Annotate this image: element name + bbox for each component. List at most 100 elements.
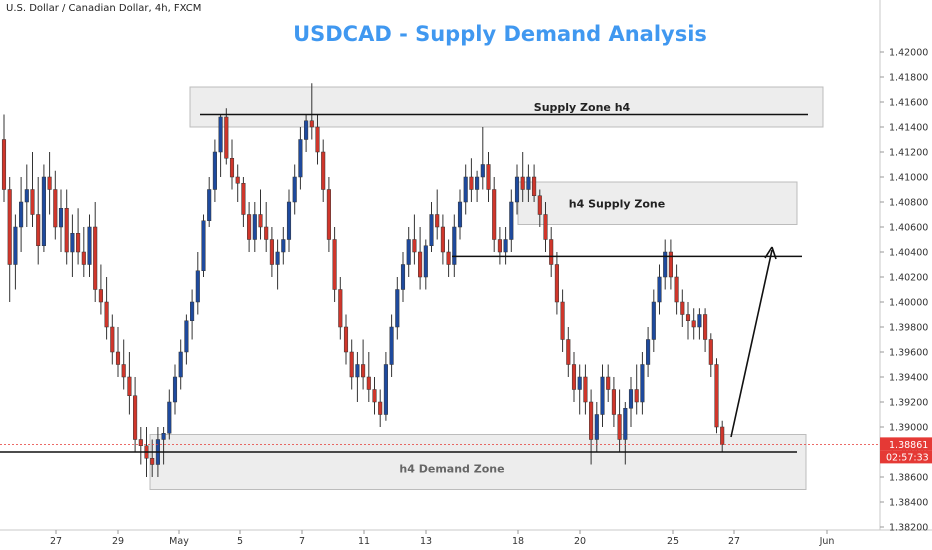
candle-body — [457, 201, 463, 228]
candle-body — [281, 239, 286, 253]
candle-body — [560, 301, 565, 340]
x-tick-label: 13 — [420, 536, 432, 547]
candle-body — [235, 176, 240, 184]
x-axis: 27 29 May 5 7 11 13 18 20 25 27 Jun — [0, 529, 932, 547]
candle-body — [412, 239, 417, 253]
candle-body — [520, 176, 525, 190]
y-tick-label: 1.42000 — [889, 48, 928, 59]
candle-body — [549, 239, 554, 265]
candle-body — [600, 376, 605, 415]
candle-body — [150, 458, 155, 465]
y-tick-label: 1.41800 — [889, 73, 928, 84]
candle-body — [184, 320, 189, 353]
candle-body — [275, 251, 280, 265]
candle-body — [355, 364, 360, 378]
candle-body — [509, 201, 514, 240]
candle-body — [714, 364, 719, 428]
levels-layer — [0, 113, 880, 453]
candle-body — [571, 364, 577, 390]
candle-body — [98, 289, 103, 303]
candle-body — [720, 426, 725, 445]
candle-body — [93, 226, 98, 290]
countdown-tag — [880, 450, 932, 464]
candle-body — [503, 239, 508, 253]
annotations-layer — [730, 246, 777, 438]
candle-body — [435, 214, 440, 228]
y-tick-label: 1.38600 — [889, 473, 928, 484]
y-axis: 1.42000 1.41800 1.41600 1.41400 1.41200 1.410… — [879, 0, 932, 534]
candle-body — [167, 401, 172, 434]
candle-body — [247, 214, 252, 240]
candle-body — [70, 233, 75, 253]
candle-body — [640, 364, 645, 403]
price-tag-label: 1.38861 — [889, 440, 928, 451]
candle-body — [469, 176, 474, 190]
candle-body — [406, 239, 411, 265]
x-tick-label: 11 — [358, 536, 370, 547]
candle-body — [58, 208, 64, 228]
candle-body — [326, 189, 331, 240]
candle-body — [452, 226, 457, 265]
candle-body — [651, 301, 656, 340]
candle-body — [497, 239, 502, 253]
candle-body — [24, 189, 29, 203]
candle-body — [475, 176, 480, 190]
candle-body — [13, 226, 18, 265]
candle-body — [121, 364, 126, 378]
zone-box[interactable] — [517, 181, 798, 225]
candle-body — [133, 395, 138, 440]
candle-body — [440, 226, 445, 253]
candle-body — [566, 339, 571, 365]
candle-body — [685, 314, 691, 321]
candle-body — [480, 164, 485, 178]
y-tick-label: 1.40600 — [889, 223, 928, 234]
candle-body — [241, 183, 246, 215]
candle-body — [338, 289, 343, 328]
candle-body — [264, 226, 269, 240]
candle-body — [400, 264, 406, 290]
candle-body — [646, 339, 651, 365]
y-tick-label: 1.41000 — [889, 173, 928, 184]
candle-body — [252, 214, 257, 240]
zone-label: h4 Supply Zone — [569, 197, 665, 210]
candle-body — [229, 158, 235, 178]
x-tick-label: May — [169, 536, 189, 547]
candle-body — [138, 439, 143, 446]
zone-box[interactable] — [149, 434, 807, 490]
candle-body — [343, 326, 349, 353]
candle-body — [212, 151, 217, 190]
candle-body — [292, 176, 297, 203]
candle-body — [606, 376, 611, 390]
candle-body — [207, 189, 212, 221]
candle-body — [583, 376, 588, 403]
candle-body — [378, 401, 383, 415]
x-tick-label: Jun — [819, 536, 835, 547]
y-tick-label: 1.40800 — [889, 198, 928, 209]
candle-body — [1, 139, 7, 190]
projection-arrow[interactable] — [730, 249, 773, 438]
x-tick-label: 27 — [50, 536, 62, 547]
candle-body — [81, 251, 86, 265]
y-tick-label: 1.39200 — [889, 398, 928, 409]
x-tick-label: 18 — [512, 536, 524, 547]
candle-body — [486, 164, 491, 190]
candle-body — [19, 201, 24, 228]
zones-layer: Supply Zone h4 h4 Supply Zone h4 Demand Zo… — [149, 86, 824, 490]
countdown-label: 02:57:33 — [886, 452, 929, 463]
candle-body — [691, 320, 696, 328]
candle-body — [172, 376, 178, 403]
candle-body — [87, 226, 92, 265]
candle-body — [537, 195, 542, 215]
candle-body — [594, 414, 599, 440]
zone-box[interactable] — [189, 86, 824, 128]
candle-body — [446, 251, 451, 265]
candle-body — [617, 414, 622, 440]
candle-body — [110, 326, 115, 353]
zone-label: h4 Demand Zone — [399, 463, 504, 476]
candle-body — [526, 176, 531, 190]
x-tick-label: 5 — [237, 536, 243, 547]
candle-body — [463, 176, 468, 203]
candle-body — [258, 214, 263, 228]
x-tick-label: 20 — [574, 536, 586, 547]
